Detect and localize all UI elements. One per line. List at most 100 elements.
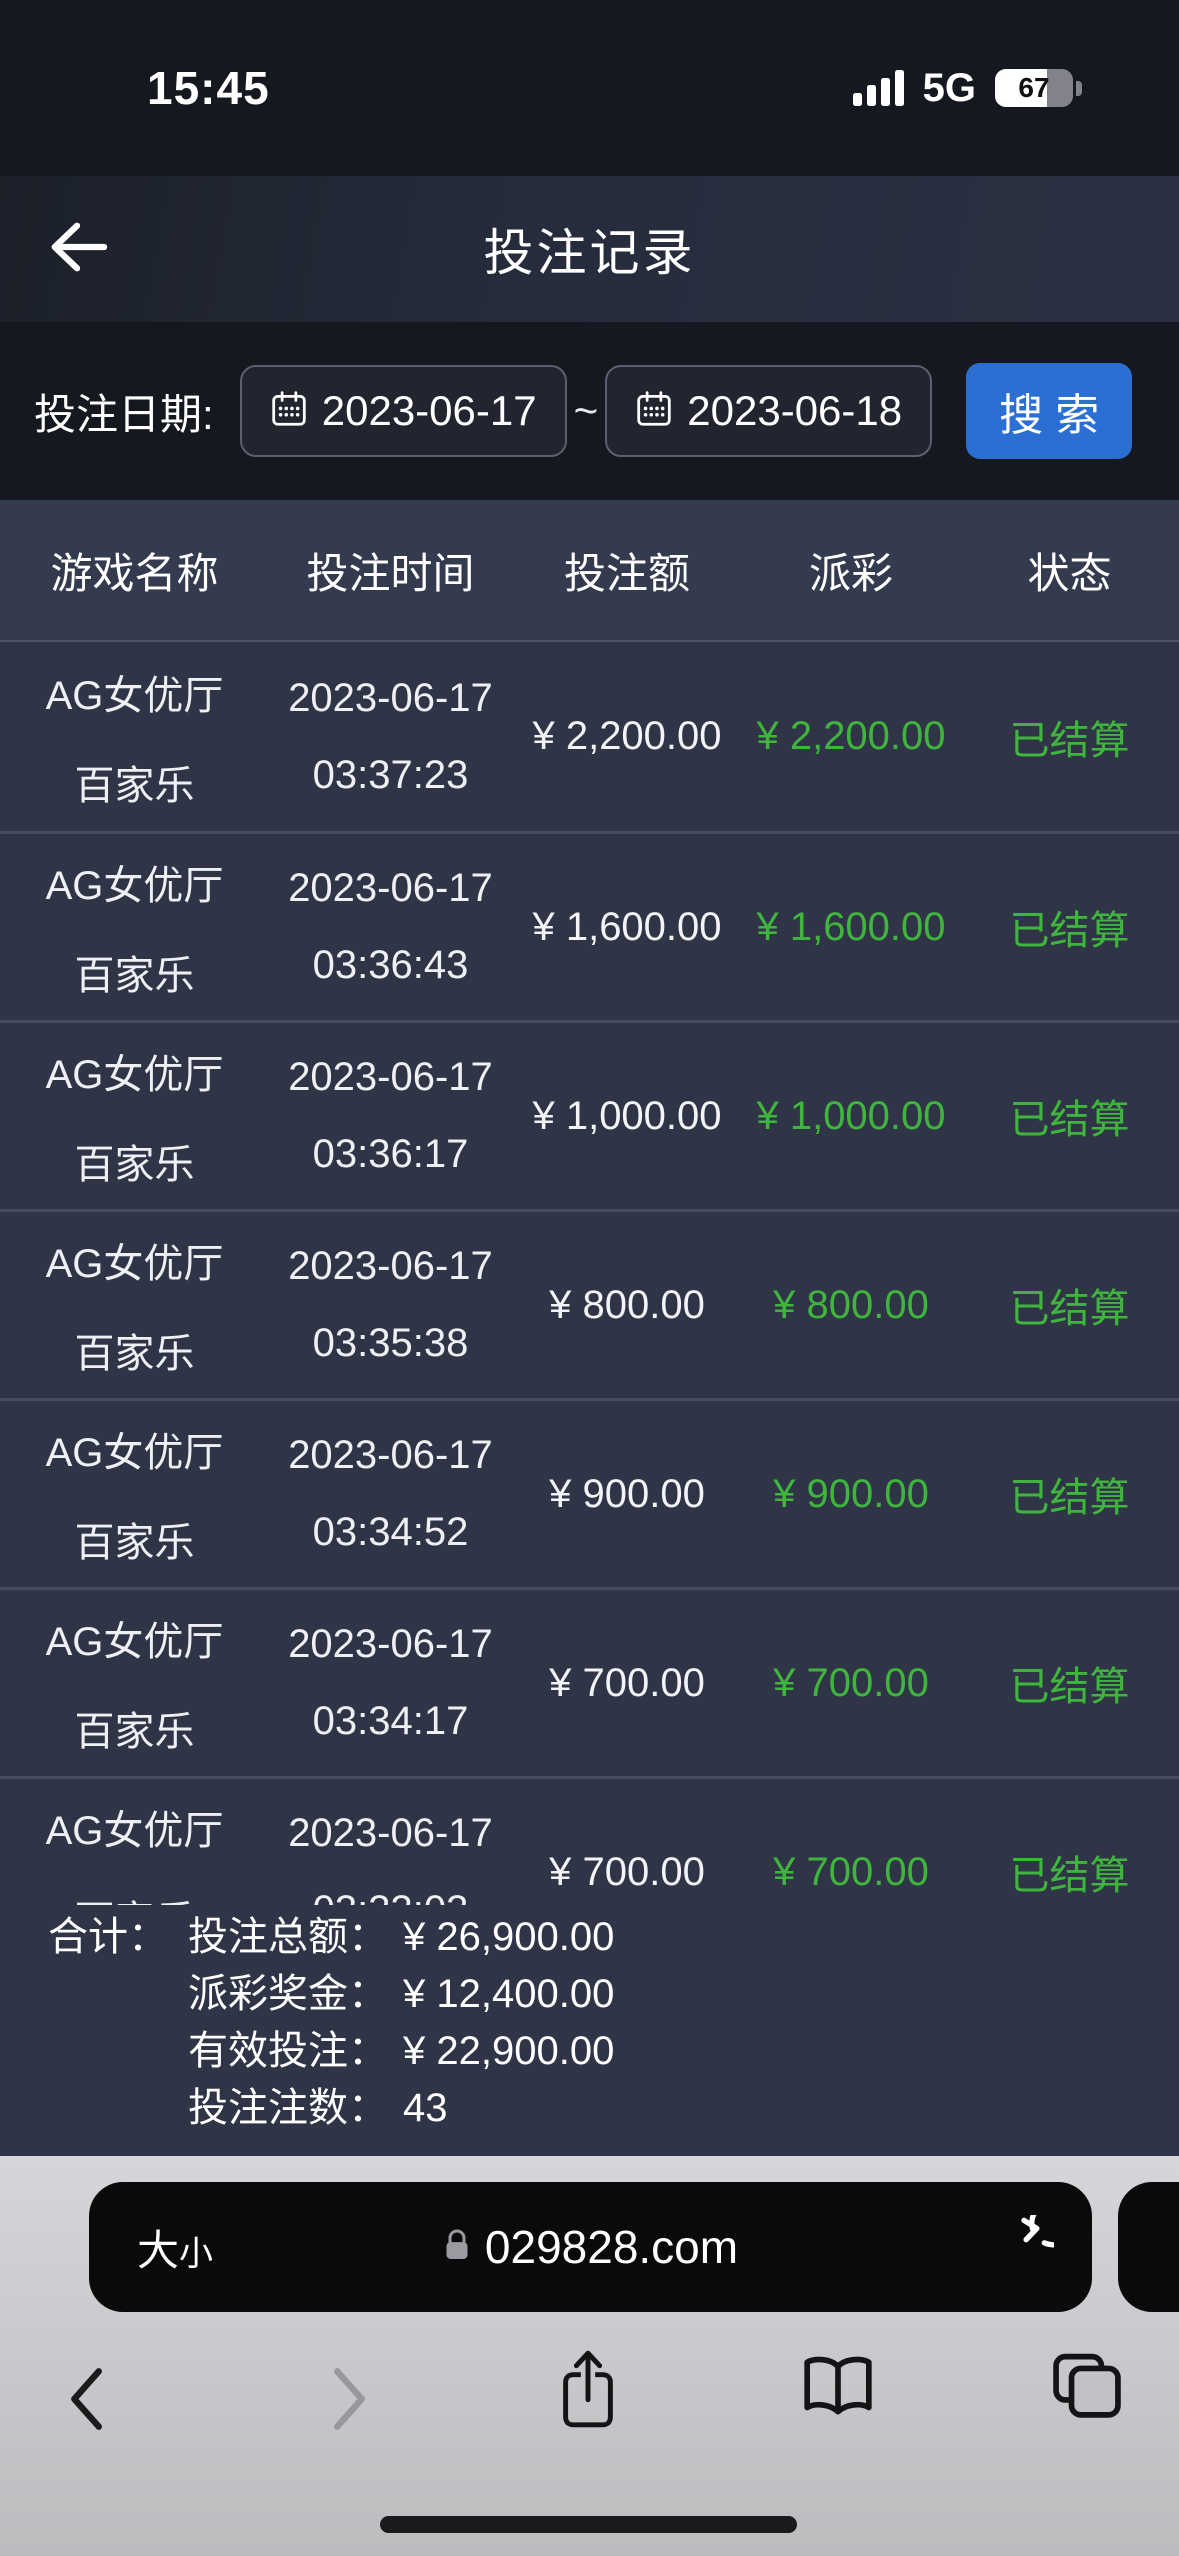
summary-item-value: ¥ 12,400.00 [403, 1972, 615, 2016]
game-name-line2: 百家乐 [75, 1888, 195, 1905]
game-name-line1: AG女优厅 [45, 1809, 224, 1853]
bet-date: 2023-06-17 [288, 1811, 493, 1855]
table-row: AG女优厅 百家乐 2023-06-17 03:34:52 ¥ 900.00 ¥… [0, 1398, 1179, 1587]
game-name-line1: AG女优厅 [45, 1242, 224, 1286]
summary-item: 投注总额： ¥ 26,900.00 [188, 1909, 614, 1966]
search-button[interactable]: 搜 索 [966, 363, 1133, 459]
bet-time: 03:35:38 [312, 1321, 469, 1365]
status-badge: 已结算 [1009, 1098, 1130, 1142]
battery-percent: 67 [1018, 72, 1050, 103]
home-indicator[interactable] [380, 2516, 797, 2533]
status-badge: 已结算 [1009, 718, 1130, 763]
column-header: 投注时间 [306, 549, 475, 597]
browser-back-button[interactable] [56, 2362, 116, 2440]
table-row: AG女优厅 百家乐 2023-06-17 03:36:43 ¥ 1,600.00… [0, 831, 1179, 1020]
adjacent-tab-pill[interactable] [1118, 2182, 1179, 2312]
payout-cell: ¥ 2,200.00 [756, 714, 946, 758]
game-name-line1: AG女优厅 [45, 864, 224, 908]
bet-date: 2023-06-17 [288, 675, 493, 720]
game-name-line1: AG女优厅 [45, 1053, 224, 1097]
summary-item-value: ¥ 26,900.00 [403, 1915, 615, 1959]
bet-date: 2023-06-17 [288, 1622, 493, 1666]
bet-amount-cell: ¥ 800.00 [549, 1282, 705, 1327]
bet-records-list[interactable]: AG女优厅 百家乐 2023-06-17 03:37:23 ¥ 2,200.00… [0, 642, 1179, 1905]
bet-time: 03:36:17 [312, 1132, 469, 1176]
status-badge: 已结算 [1009, 1476, 1130, 1520]
column-header: 投注额 [563, 549, 690, 597]
game-name-cell: AG女优厅 百家乐 [0, 642, 269, 831]
table-header: 游戏名称 投注时间 投注额 派彩 状态 [0, 500, 1179, 642]
browser-forward-button[interactable] [320, 2362, 380, 2440]
lock-icon [443, 2227, 471, 2268]
font-size-big-label: 大 [137, 2226, 180, 2274]
date-to-input[interactable]: 2023-06-18 [605, 365, 933, 457]
bet-time: 03:33:03 [313, 1888, 469, 1905]
summary-item-label: 派彩奖金： [188, 1972, 388, 2016]
payout-cell: ¥ 1,600.00 [756, 904, 946, 949]
bet-amount-cell: ¥ 1,600.00 [532, 904, 722, 949]
bet-time: 03:36:43 [312, 943, 469, 987]
date-separator: ~ [573, 387, 599, 434]
back-button[interactable] [44, 218, 110, 280]
address-bar[interactable]: 大 小 029828.com [89, 2182, 1092, 2312]
game-name-cell: AG女优厅 百家乐 [0, 1401, 269, 1587]
filter-bar: 投注日期: 2023-06-17 ~ 2023-06-18 搜 索 [0, 322, 1179, 500]
status-time: 15:45 [147, 62, 270, 114]
reload-button[interactable] [992, 2198, 1078, 2279]
status-badge: 已结算 [1009, 1287, 1130, 1331]
calendar-icon [270, 390, 308, 433]
payout-cell: ¥ 700.00 [773, 1660, 929, 1705]
status-badge: 已结算 [1009, 1854, 1130, 1898]
bet-date: 2023-06-17 [288, 1244, 493, 1288]
date-from-input[interactable]: 2023-06-17 [239, 365, 567, 457]
bet-time-cell: 2023-06-17 03:36:17 [269, 1023, 512, 1209]
back-arrow-icon [46, 218, 108, 281]
summary-item: 投注注数： 43 [188, 2080, 614, 2137]
table-row: AG女优厅 百家乐 2023-06-17 03:34:17 ¥ 700.00 ¥… [0, 1587, 1179, 1776]
bet-time-cell: 2023-06-17 03:34:17 [269, 1590, 512, 1776]
bet-date: 2023-06-17 [288, 866, 493, 910]
tabs-button[interactable] [1048, 2352, 1126, 2424]
game-name-line2: 百家乐 [74, 1521, 195, 1565]
chevron-left-icon [66, 2366, 106, 2437]
book-icon [801, 2353, 875, 2428]
column-header: 状态 [1027, 549, 1112, 597]
bet-time: 03:37:23 [312, 752, 469, 797]
table-row: AG女优厅 百家乐 2023-06-17 03:37:23 ¥ 2,200.00… [0, 642, 1179, 831]
date-range-label: 投注日期: [34, 390, 214, 438]
bet-time: 03:34:52 [312, 1510, 469, 1554]
battery-icon: 67 [995, 69, 1082, 107]
bookmarks-button[interactable] [798, 2352, 878, 2428]
bet-time: 03:34:17 [312, 1699, 469, 1743]
summary-item-label: 投注注数： [188, 2086, 388, 2130]
payout-cell: ¥ 800.00 [773, 1282, 929, 1327]
table-row: AG女优厅 百家乐 2023-06-17 03:35:38 ¥ 800.00 ¥… [0, 1209, 1179, 1398]
url-text: 029828.com [484, 2221, 739, 2273]
network-type-label: 5G [922, 65, 976, 110]
app-header: 投注记录 [0, 176, 1179, 322]
game-name-cell: AG女优厅 百家乐 [0, 1590, 269, 1776]
game-name-line1: AG女优厅 [45, 673, 224, 718]
bet-amount-cell: ¥ 700.00 [549, 1660, 705, 1705]
share-icon [555, 2346, 621, 2437]
column-header: 派彩 [808, 549, 893, 597]
bet-amount-cell: ¥ 900.00 [549, 1471, 705, 1516]
page-title: 投注记录 [483, 225, 696, 281]
summary-total-label: 合计： [48, 1915, 168, 1959]
signal-strength-icon [852, 70, 904, 106]
chevron-right-icon [330, 2366, 370, 2437]
calendar-icon [635, 390, 673, 433]
table-row: AG女优厅 百家乐 2023-06-17 03:33:03 ¥ 700.00 ¥… [0, 1776, 1179, 1905]
status-right-cluster: 5G 67 [852, 65, 1082, 111]
date-to-value: 2023-06-18 [687, 387, 903, 434]
summary-items: 投注总额： ¥ 26,900.00 派彩奖金： ¥ 12,400.00 有效投注… [188, 1909, 614, 2156]
status-badge: 已结算 [1009, 909, 1130, 953]
bet-amount-cell: ¥ 1,000.00 [532, 1093, 722, 1138]
game-name-line2: 百家乐 [74, 1332, 195, 1376]
payout-cell: ¥ 700.00 [773, 1849, 929, 1894]
payout-cell: ¥ 900.00 [773, 1471, 929, 1516]
page-settings-button[interactable]: 大 小 [137, 2217, 213, 2278]
share-button[interactable] [550, 2348, 626, 2434]
payout-cell: ¥ 1,000.00 [756, 1093, 946, 1138]
